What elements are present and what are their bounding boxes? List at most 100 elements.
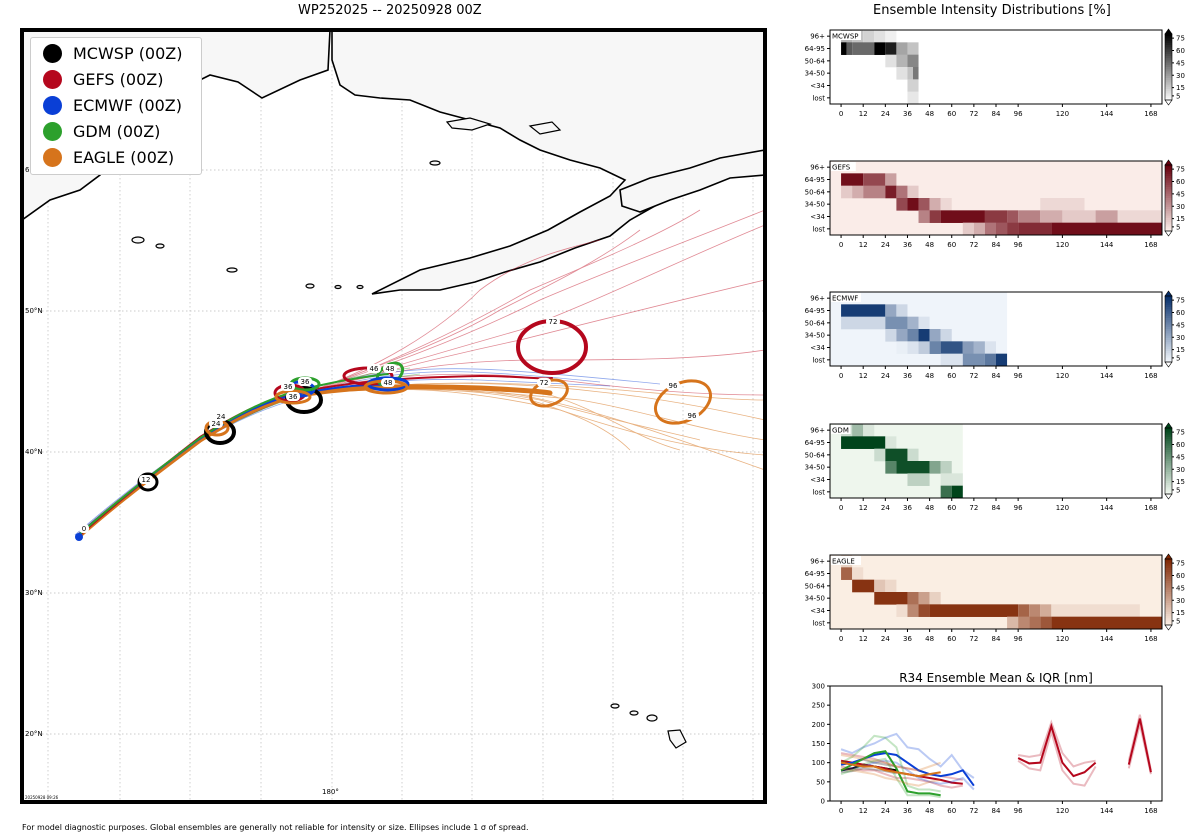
heatmap-cell — [918, 316, 930, 330]
y-tick-label: <34 — [810, 344, 825, 352]
lat-label: 40°N — [25, 448, 43, 456]
x-tick-label: 72 — [969, 635, 978, 643]
heatmap-cell — [929, 592, 941, 605]
x-tick-label: 72 — [969, 504, 978, 512]
heatmap-cell — [929, 198, 941, 211]
heatmap-cell — [896, 329, 908, 342]
y-tick-label: lost — [812, 488, 825, 496]
heatmap-cell — [885, 436, 897, 449]
heatmap-cell — [984, 210, 1008, 223]
y-tick-label: 64-95 — [805, 570, 825, 578]
colorbar-segment — [1165, 478, 1172, 482]
y-tick-label: <34 — [810, 82, 825, 90]
colorbar-segment — [1165, 359, 1172, 363]
colorbar-segment — [1165, 171, 1172, 175]
colorbar-segment — [1165, 480, 1172, 484]
legend-label: MCWSP (00Z) — [73, 43, 183, 63]
colorbar-tick-label: 15 — [1176, 215, 1185, 223]
heatmap-cell — [841, 567, 853, 580]
colorbar-segment — [1165, 322, 1172, 326]
heatmap-cell — [885, 316, 908, 330]
islands — [131, 117, 687, 749]
heatmap-cell — [940, 198, 952, 211]
x-tick-label: 36 — [903, 372, 912, 380]
heatmap-cell — [1117, 210, 1162, 223]
heatmap-cell — [984, 353, 996, 367]
heatmap-cell — [929, 329, 941, 342]
x-tick-label: 84 — [992, 635, 1001, 643]
heatmap-cell — [874, 592, 908, 605]
heatmap-cell — [962, 222, 974, 236]
colorbar-segment — [1165, 226, 1172, 230]
colorbar-segment — [1165, 581, 1172, 584]
colorbar-tick-label: 5 — [1176, 617, 1180, 625]
tau-labels: 0 12 24 24 36 36 36 46 48 48 72 72 96 96 — [79, 317, 699, 533]
heatmap-cell — [885, 329, 897, 342]
heatmap-cell — [1040, 616, 1052, 630]
colorbar-segment — [1165, 84, 1172, 88]
colorbar-segment — [1165, 298, 1172, 301]
colorbar-segment — [1165, 565, 1172, 569]
colorbar-extend-top — [1164, 290, 1173, 297]
colorbar-segment — [1165, 91, 1172, 94]
y-tick-label: 96+ — [810, 427, 825, 435]
heatmap-cell — [940, 353, 963, 367]
x-tick-label: 96 — [1014, 807, 1023, 815]
colorbar-tick-label: 75 — [1176, 166, 1185, 174]
x-tick-label: 168 — [1144, 635, 1157, 643]
intensity-title: Ensemble Intensity Distributions [%] — [873, 3, 1111, 18]
heatmap-label: MCWSP — [832, 33, 859, 41]
y-tick-label: 300 — [812, 683, 825, 691]
colorbar-segment — [1165, 576, 1172, 580]
tau-label: 96 — [669, 382, 678, 390]
legend-label: EAGLE (00Z) — [73, 147, 175, 167]
x-tick-label: 60 — [947, 372, 956, 380]
colorbar-segment — [1165, 95, 1172, 99]
x-tick-label: 12 — [859, 635, 868, 643]
heatmap-cell — [951, 485, 963, 499]
tau-label: 24 — [212, 420, 221, 428]
colorbar-tick-label: 15 — [1176, 609, 1185, 617]
legend-marker — [43, 95, 62, 115]
colorbar-segment — [1165, 348, 1172, 352]
colorbar-segment — [1165, 333, 1172, 337]
r34-mean-line — [1017, 722, 1097, 778]
lat-label: 50°N — [25, 307, 43, 315]
colorbar-segment — [1165, 62, 1172, 66]
colorbar-segment — [1165, 357, 1172, 361]
heatmap-gefs: GEFS 96+ 64-95 50-64 34-50 <34 lost 0 12 24 36 48 60… — [805, 159, 1185, 249]
x-tick-label: 48 — [925, 110, 934, 118]
heatmap-cell — [885, 461, 897, 474]
heatmap-cell — [907, 42, 919, 55]
heatmap-cell — [929, 461, 941, 474]
heatmap-label: ECMWF — [832, 295, 858, 303]
heatmap-cell — [896, 54, 908, 68]
x-tick-label: 84 — [992, 504, 1001, 512]
colorbar-segment — [1165, 36, 1172, 39]
x-tick-label: 0 — [839, 635, 843, 643]
colorbar-segment — [1165, 300, 1172, 304]
tau-label: 36 — [284, 383, 293, 391]
heatmap-cell — [885, 30, 897, 43]
colorbar-segment — [1165, 204, 1172, 208]
colorbar-segment — [1165, 607, 1172, 611]
colorbar-tick-label: 60 — [1176, 441, 1185, 449]
x-tick-label: 144 — [1100, 807, 1114, 815]
heatmap-cell — [907, 185, 919, 199]
colorbar-segment — [1165, 353, 1172, 356]
colorbar-tick-label: 30 — [1176, 466, 1185, 474]
r34-iqr-line — [1017, 728, 1097, 787]
colorbar-extend-bottom — [1164, 624, 1173, 631]
legend-label: GDM (00Z) — [73, 121, 161, 141]
colorbar-segment — [1165, 176, 1172, 179]
heatmap-cell — [885, 42, 897, 55]
colorbar-segment — [1165, 195, 1172, 199]
colorbar-segment — [1165, 578, 1172, 582]
colorbar-frame — [1164, 164, 1173, 232]
colorbar-segment — [1165, 430, 1172, 433]
colorbar-segment — [1165, 206, 1172, 210]
map-legend: MCWSP (00Z) GEFS (00Z) ECMWF (00Z) GDM (… — [30, 37, 202, 175]
colorbar-segment — [1165, 583, 1172, 586]
colorbar-frame — [1164, 427, 1173, 495]
heatmap-label: GEFS — [832, 164, 851, 172]
